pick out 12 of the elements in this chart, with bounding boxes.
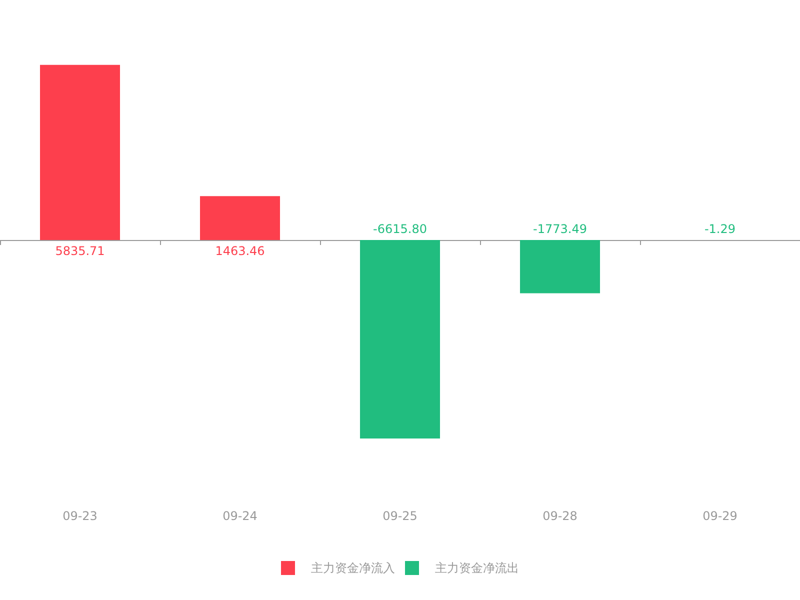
legend-label: 主力资金净流出 <box>435 561 519 575</box>
x-tick-label: 09-25 <box>382 509 418 523</box>
data-label: 1463.46 <box>215 244 265 258</box>
data-label: -1773.49 <box>533 222 587 236</box>
legend-label: 主力资金净流入 <box>311 561 395 575</box>
data-label: -6615.80 <box>373 222 427 236</box>
x-tick-label: 09-24 <box>222 509 258 523</box>
x-tick-label: 09-28 <box>542 509 578 523</box>
x-tick-label: 09-23 <box>62 509 98 523</box>
data-label: -1.29 <box>704 222 736 236</box>
x-tick-label: 09-29 <box>702 509 738 523</box>
data-label: 5835.71 <box>55 244 105 258</box>
